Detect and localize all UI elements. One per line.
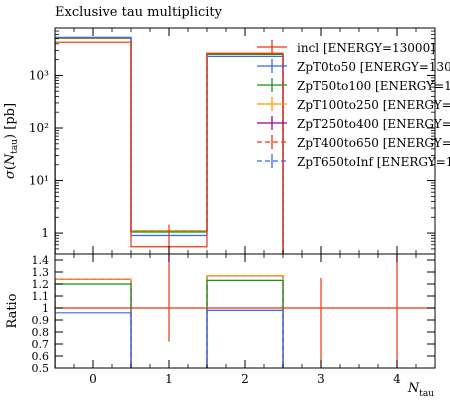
chart-title: Exclusive tau multiplicity bbox=[55, 5, 223, 20]
main-y-label: σ(Ntau) [pb] bbox=[3, 103, 20, 179]
ratio-y-tick-label: 0.7 bbox=[32, 338, 50, 351]
ratio-1-line bbox=[55, 309, 284, 368]
main-y-tick-label: 10² bbox=[29, 121, 49, 135]
x-tick-label: 1 bbox=[165, 372, 173, 386]
ratio-y-tick-label: 0.5 bbox=[32, 362, 50, 375]
legend-entry-label: ZpT650toInf [ENERGY=13000] bbox=[297, 155, 450, 169]
main-6-line bbox=[55, 37, 284, 254]
main-y-tick-label: 10³ bbox=[29, 68, 49, 82]
legend-entry-label: ZpT0to50 [ENERGY=13000] bbox=[297, 60, 450, 74]
main-y-tick-label: 10¹ bbox=[29, 174, 49, 188]
main-y-ticks: 10³ 10² 10¹ 1 bbox=[29, 27, 435, 255]
x-ticks: 0 1 2 3 4 bbox=[54, 28, 436, 386]
legend-entry-label: ZpT100to250 [ENERGY=13000] bbox=[297, 98, 450, 112]
main-3-line bbox=[55, 37, 284, 254]
ratio-y-tick-label: 0.8 bbox=[32, 326, 50, 339]
x-tick-label: 2 bbox=[241, 372, 249, 386]
ratio-y-tick-label: 1.3 bbox=[32, 266, 50, 279]
main-2-line bbox=[55, 37, 284, 254]
main-0-line bbox=[55, 41, 284, 254]
main-1-line bbox=[55, 36, 284, 254]
ratio-y-label: Ratio bbox=[5, 293, 20, 328]
x-tick-label: 3 bbox=[317, 372, 325, 386]
legend-entry-label: ZpT400to650 [ENERGY=13000] bbox=[297, 136, 450, 150]
ratio-y-ticks: 0.50.60.70.80.911.11.21.31.4 bbox=[32, 254, 435, 375]
x-tick-label: 4 bbox=[393, 372, 401, 386]
legend-entry-label: ZpT50to100 [ENERGY=13000] bbox=[297, 79, 450, 93]
ratio-y-tick-label: 1.1 bbox=[32, 290, 50, 303]
ratio-y-tick-label: 1 bbox=[42, 302, 49, 315]
ratio-y-tick-label: 0.6 bbox=[32, 350, 50, 363]
legend: incl [ENERGY=13000] ZpT0to50 [ENERGY=1300… bbox=[257, 40, 450, 169]
legend-entry-label: incl [ENERGY=13000] bbox=[297, 41, 435, 55]
main-5-line bbox=[55, 37, 284, 254]
main-4-line bbox=[55, 37, 284, 254]
ratio-y-tick-label: 0.9 bbox=[32, 314, 50, 327]
main-y-tick-label: 1 bbox=[41, 226, 49, 240]
x-axis-label: Ntau bbox=[407, 381, 434, 399]
x-tick-label: 0 bbox=[89, 372, 97, 386]
main-panel: 10³ 10² 10¹ 1 σ(Ntau) [pb] incl [ENERGY=130… bbox=[3, 27, 450, 255]
legend-entry-label: ZpT250to400 [ENERGY=13000] bbox=[297, 117, 450, 131]
ratio-y-tick-label: 1.2 bbox=[32, 278, 50, 291]
ratio-y-tick-label: 1.4 bbox=[32, 254, 50, 267]
